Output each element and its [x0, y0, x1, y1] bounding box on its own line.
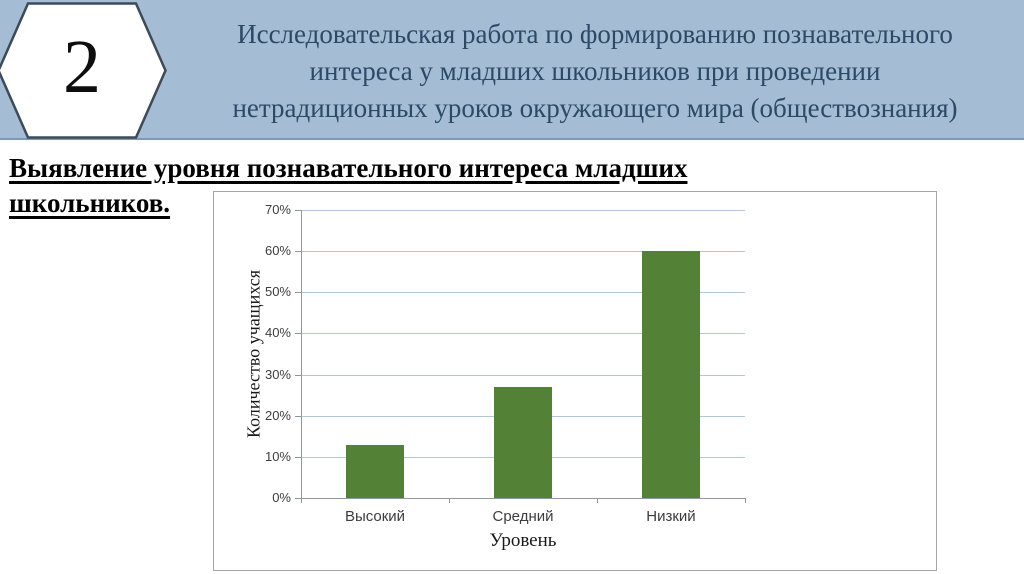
y-tick-label: 70%	[264, 202, 291, 217]
y-tick-label: 40%	[264, 325, 291, 341]
x-category-label: Низкий	[646, 508, 696, 525]
y-tick-label: 50%	[264, 284, 291, 300]
y-tick-label: 0%	[272, 490, 291, 505]
y-tick-mark	[295, 251, 301, 253]
x-axis-title: Уровень	[489, 530, 557, 551]
x-tick-mark	[301, 498, 302, 503]
bar-Средний	[494, 386, 552, 498]
y-tick-mark	[295, 415, 301, 417]
bar-chart: Количество учащихся Уровень 0% 10% 20% 30% 4…	[213, 191, 937, 571]
bar-Высокий	[346, 444, 404, 498]
x-tick-mark	[597, 498, 598, 503]
x-tick-mark	[745, 498, 746, 503]
x-category-label: Средний	[492, 508, 554, 525]
x-tick-mark	[449, 498, 450, 503]
slide-title: Исследовательская работа по формированию…	[180, 16, 1010, 127]
gridline	[301, 251, 745, 253]
x-category-label: Высокий	[344, 508, 406, 525]
y-tick-mark	[295, 456, 301, 458]
slide-number: 2	[63, 24, 101, 109]
slide-title-line: Исследовательская работа по формированию…	[237, 19, 953, 49]
y-tick-mark	[295, 292, 301, 294]
gridline	[301, 292, 745, 294]
y-tick-label: 20%	[264, 407, 291, 423]
x-axis-line	[301, 498, 746, 499]
section-heading: Выявление уровня познавательного интерес…	[9, 151, 687, 221]
y-tick-mark	[295, 498, 301, 499]
y-tick-label: 10%	[264, 448, 291, 464]
section-heading-line: Выявление уровня познавательного интерес…	[9, 153, 688, 183]
y-tick-mark	[295, 374, 301, 376]
slide-title-line: нетрадиционных уроков окружающего мира (…	[232, 93, 958, 123]
gridline	[301, 210, 745, 211]
hexagon-shape	[0, 2, 167, 139]
y-tick-label: 60%	[264, 243, 291, 259]
slide-title-line: интереса у младших школьников при провед…	[309, 56, 881, 86]
y-axis-line	[301, 210, 302, 498]
y-tick-mark	[295, 210, 301, 211]
slide-header: 2 Исследовательская работа по формирован…	[0, 0, 1024, 140]
section-heading-line: школьников.	[9, 188, 171, 218]
y-tick-mark	[295, 333, 301, 335]
bar-Низкий	[642, 251, 700, 498]
y-tick-label: 30%	[264, 366, 291, 382]
slide-number-badge: 2	[0, 2, 167, 139]
gridline	[301, 374, 745, 376]
gridline	[301, 333, 745, 335]
